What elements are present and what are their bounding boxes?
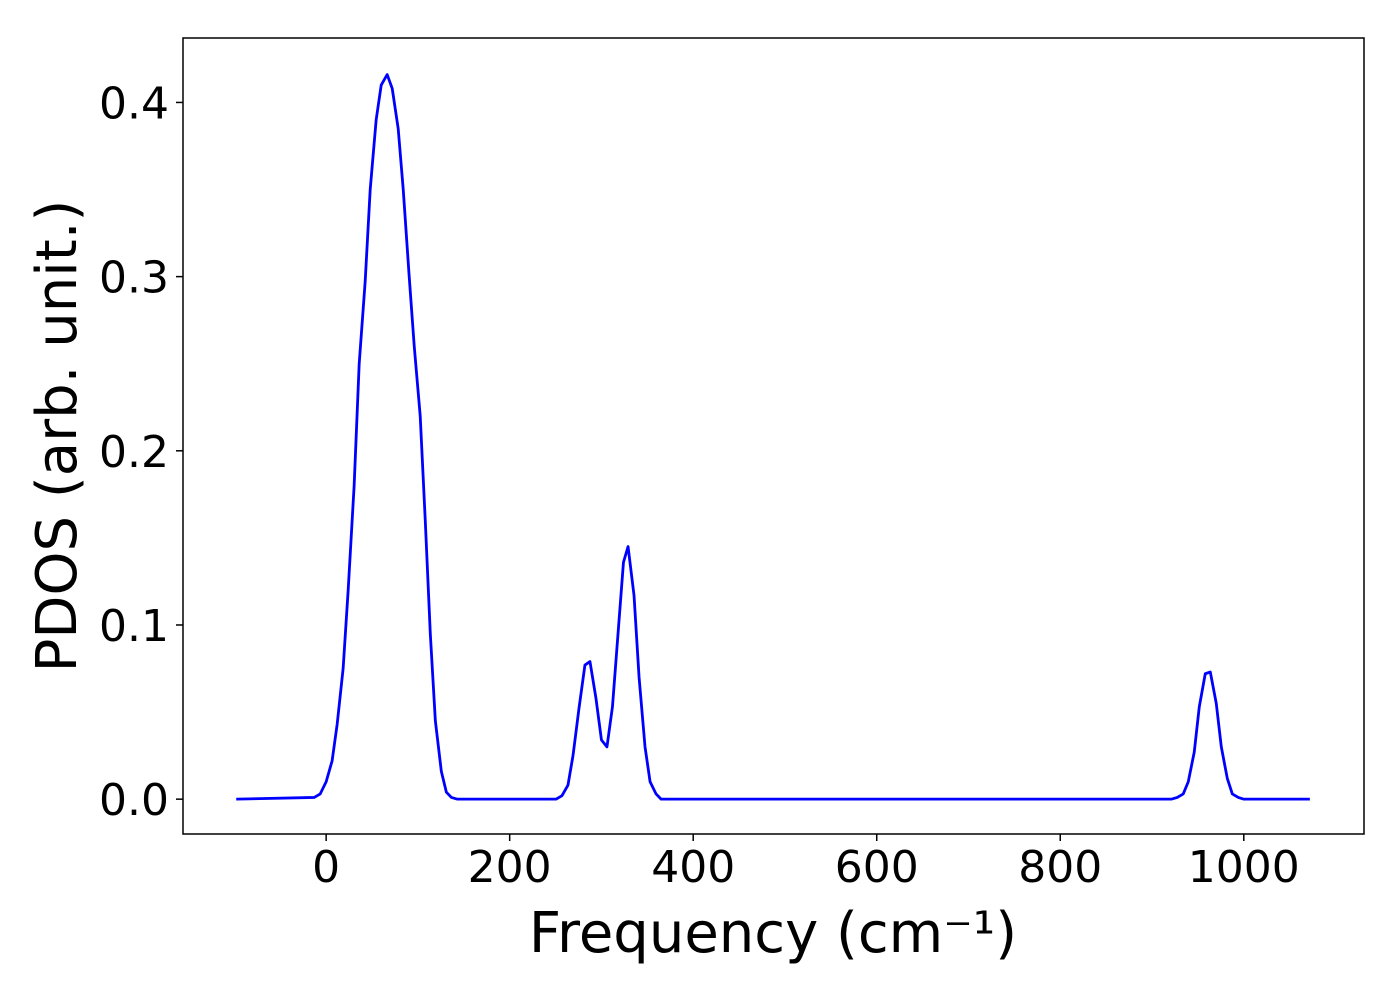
y-tick-label: 0.2: [99, 427, 169, 478]
x-tick-label: 400: [651, 842, 735, 893]
x-tick-label: 200: [468, 842, 552, 893]
y-axis-label: PDOS (arb. unit.): [25, 200, 90, 673]
y-tick-label: 0.3: [99, 253, 169, 304]
x-tick-label: 800: [1018, 842, 1102, 893]
y-tick-label: 0.4: [99, 78, 169, 129]
y-tick-label: 0.1: [99, 601, 169, 652]
y-tick-label: 0.0: [99, 775, 169, 826]
x-tick-label: 0: [312, 842, 340, 893]
x-axis-label: Frequency (cm⁻¹): [529, 901, 1017, 966]
plot-frame: [182, 37, 1365, 835]
x-tick-label: 600: [835, 842, 919, 893]
line-series: [236, 73, 1310, 801]
x-tick-label: 1000: [1188, 842, 1300, 893]
